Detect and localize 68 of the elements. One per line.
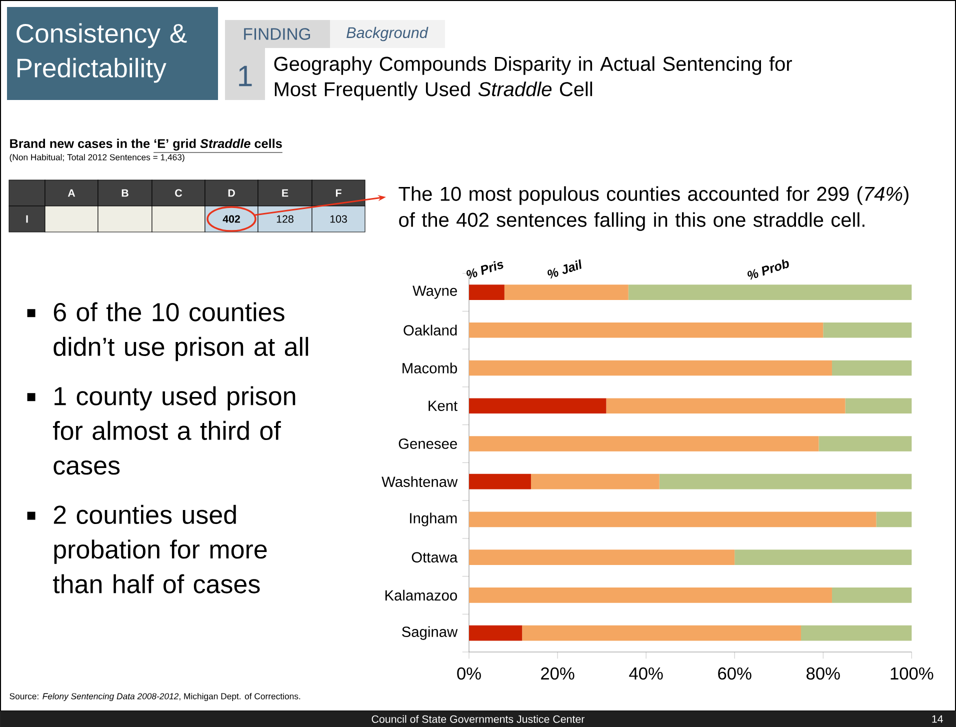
bar bbox=[469, 588, 832, 603]
text: C bbox=[175, 189, 182, 197]
text: 103 bbox=[330, 215, 347, 223]
y-tick-label: Oakland bbox=[404, 324, 457, 336]
text: Background bbox=[346, 26, 428, 42]
x-tick-label: 0% bbox=[457, 667, 481, 680]
y-tick-label: Kalamazoo bbox=[385, 590, 457, 601]
x-tick-label: 40% bbox=[629, 667, 663, 680]
bar bbox=[832, 588, 912, 603]
bar bbox=[832, 360, 912, 376]
y-tick-label: Washtenaw bbox=[382, 476, 458, 487]
bar bbox=[876, 512, 912, 528]
bar bbox=[469, 550, 735, 566]
text: 14 bbox=[932, 715, 943, 723]
y-tick-label: Macomb bbox=[402, 362, 457, 374]
bar bbox=[801, 625, 912, 641]
text: Council of State Governments Justice Center bbox=[372, 715, 585, 723]
y-tick-label: Ottawa bbox=[412, 552, 458, 563]
text: A bbox=[68, 189, 76, 197]
text: % Pris bbox=[466, 260, 504, 280]
text: Consistency & Predictability bbox=[16, 23, 187, 83]
text: D bbox=[228, 189, 235, 197]
y-tick-label: Ingham bbox=[410, 512, 457, 526]
text: 2 counties used probation for more than half of cases bbox=[53, 504, 267, 594]
y-tick-label: Genesee bbox=[398, 438, 457, 449]
x-tick-label: 100% bbox=[890, 667, 934, 680]
bar bbox=[504, 284, 628, 300]
text: I bbox=[26, 215, 28, 223]
y-tick-label: Kent bbox=[428, 400, 458, 411]
text: 402 bbox=[222, 215, 240, 223]
x-tick-label: 60% bbox=[718, 667, 752, 680]
bar bbox=[469, 398, 606, 414]
bar bbox=[469, 625, 522, 641]
bar bbox=[628, 284, 912, 300]
text: % Prob bbox=[748, 259, 789, 280]
x-tick-label: 80% bbox=[806, 667, 840, 680]
bar bbox=[469, 284, 504, 300]
bar bbox=[469, 512, 876, 528]
text: 1 county used prison for almost a third of cases bbox=[52, 386, 296, 475]
bar bbox=[659, 474, 912, 490]
text: E bbox=[282, 189, 288, 197]
x-tick-label: 20% bbox=[541, 667, 574, 680]
bar bbox=[522, 625, 802, 641]
text: 6 of the 10 counties didn’t use prison at all bbox=[54, 302, 308, 362]
bar bbox=[469, 474, 531, 490]
bar bbox=[469, 436, 819, 452]
source-note: Source: Felony Sentencing Data 2008-2012, Michigan Dept. of Corrections. bbox=[10, 692, 300, 702]
bar bbox=[469, 322, 824, 338]
bar bbox=[606, 398, 846, 414]
text: ‘E’ grid Straddle cells bbox=[154, 138, 282, 151]
bar bbox=[823, 322, 912, 338]
text: 128 bbox=[276, 215, 294, 223]
bar bbox=[845, 398, 912, 414]
text: (Non Habitual; Total 2012 Sentences = 1,463) bbox=[10, 154, 184, 162]
bar bbox=[469, 360, 832, 376]
text: F bbox=[336, 189, 342, 197]
text: Brand new cases in the bbox=[10, 138, 150, 148]
text: The 10 most populous counties accounted for 299 (74%) of the 402 sentences falling in this one straddle cell. bbox=[398, 186, 908, 231]
y-tick-label: Saginaw bbox=[402, 626, 458, 640]
text: FINDING bbox=[244, 28, 310, 40]
bar bbox=[818, 436, 912, 452]
text: 1 bbox=[239, 66, 252, 86]
chart-title: Geography Compounds Disparity in Actual Sentencing for Most Frequently Used Straddle Cell bbox=[274, 56, 792, 100]
bar bbox=[734, 550, 912, 566]
y-tick-label: Wayne bbox=[412, 286, 457, 299]
text: B bbox=[122, 189, 128, 197]
bar bbox=[530, 474, 660, 490]
text: % Jail bbox=[548, 259, 582, 279]
